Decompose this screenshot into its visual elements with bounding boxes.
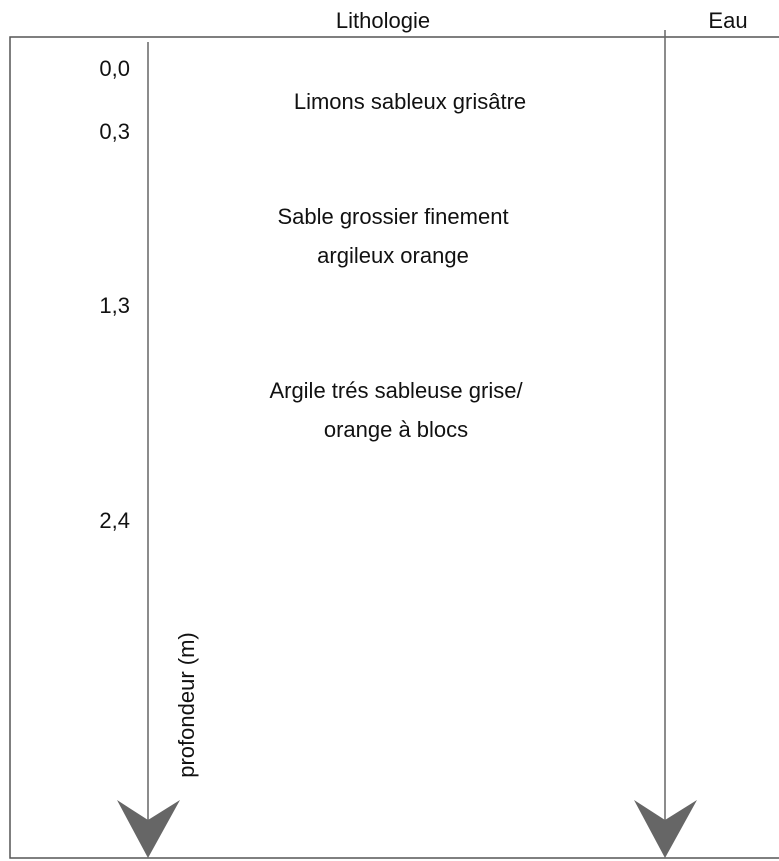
axis-label: profondeur (m) [174,632,199,778]
layer-description: Argile trés sableuse grise/ [269,378,523,403]
arrow-head [117,800,180,858]
arrow-head [634,800,697,858]
depth-label: 0,0 [99,56,130,81]
layer-description: argileux orange [317,243,469,268]
layer-description: Sable grossier finement [277,204,508,229]
lithology-header: Lithologie [336,8,430,33]
layer-description: Limons sableux grisâtre [294,89,526,114]
water-header: Eau [708,8,747,33]
frame [9,36,779,859]
depth-label: 1,3 [99,293,130,318]
depth-label: 0,3 [99,119,130,144]
layer-description: orange à blocs [324,417,468,442]
depth-label: 2,4 [99,508,130,533]
